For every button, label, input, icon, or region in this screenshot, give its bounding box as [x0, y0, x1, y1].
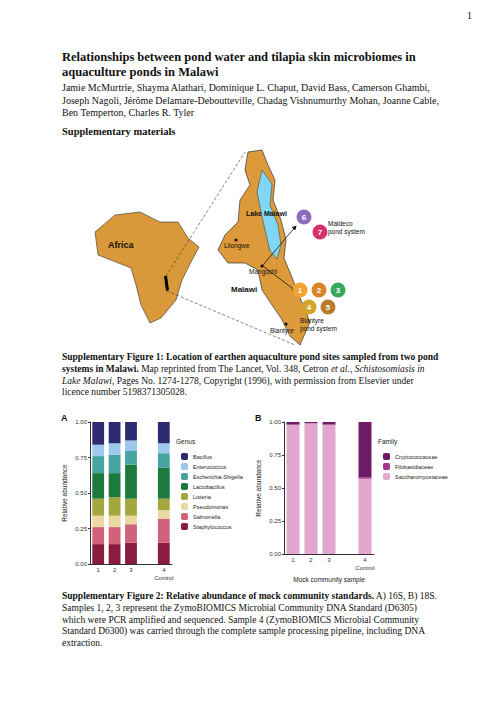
svg-text:Bacillus: Bacillus: [193, 454, 212, 460]
svg-text:0.75: 0.75: [75, 455, 87, 461]
svg-text:Genus: Genus: [176, 438, 196, 445]
svg-text:Family: Family: [378, 438, 398, 446]
svg-text:3: 3: [336, 286, 341, 295]
svg-text:0.50: 0.50: [75, 490, 87, 496]
svg-text:4: 4: [307, 303, 312, 312]
svg-text:Lake Malawi: Lake Malawi: [246, 210, 287, 217]
svg-text:3: 3: [327, 557, 331, 563]
svg-text:Lilongwe: Lilongwe: [224, 242, 250, 250]
svg-text:0.25: 0.25: [75, 526, 87, 532]
html-text:Supplementary Figure 2: Relati: Supplementary Figure 2: Relative abundan…: [62, 591, 437, 649]
svg-text:Africa: Africa: [108, 240, 135, 250]
svg-text:Relative abundance: Relative abundance: [61, 464, 68, 522]
svg-text:Maldecopond system: Maldecopond system: [328, 220, 365, 236]
svg-text:6: 6: [302, 213, 307, 222]
svg-text:0.00: 0.00: [75, 561, 87, 567]
html-text:Supplementary materials: Supplementary materials: [62, 126, 176, 137]
svg-text:Malawi: Malawi: [231, 285, 257, 294]
svg-text:4: 4: [162, 567, 166, 573]
svg-text:A: A: [61, 413, 68, 423]
svg-text:Pseudomonas: Pseudomonas: [193, 504, 228, 510]
html-text:Jamie McMurtrie, Shayma Alatha: Jamie McMurtrie, Shayma Alathari, Domini…: [62, 82, 439, 118]
svg-text:4: 4: [363, 557, 367, 563]
svg-text:5: 5: [326, 303, 331, 312]
svg-text:1.00: 1.00: [75, 419, 87, 425]
svg-text:Mangochi: Mangochi: [249, 268, 277, 276]
svg-text:Enterococcus: Enterococcus: [193, 464, 227, 470]
html-text:Relationships between pond wat: Relationships between pond water and til…: [62, 50, 416, 79]
svg-text:Salmonella: Salmonella: [193, 514, 221, 520]
svg-text:B: B: [255, 413, 262, 423]
svg-text:Cryptococcaceae: Cryptococcaceae: [395, 454, 438, 460]
svg-text:1: 1: [97, 567, 101, 573]
svg-text:1.00: 1.00: [269, 419, 281, 425]
svg-text:2: 2: [113, 567, 117, 573]
svg-text:Relative abundance: Relative abundance: [255, 459, 262, 517]
svg-text:Lactobacillus: Lactobacillus: [193, 484, 225, 490]
svg-text:Blantyrepond system: Blantyrepond system: [300, 317, 337, 333]
svg-text:2: 2: [317, 286, 322, 295]
svg-text:0.75: 0.75: [269, 452, 281, 458]
svg-text:Control: Control: [154, 575, 173, 581]
html-text:1: 1: [467, 10, 472, 21]
svg-text:3: 3: [129, 567, 133, 573]
svg-text:Listeria: Listeria: [193, 494, 212, 500]
svg-text:2: 2: [309, 557, 313, 563]
svg-text:Control: Control: [355, 565, 374, 571]
svg-text:0.00: 0.00: [269, 551, 281, 557]
svg-text:Mock community sample: Mock community sample: [293, 576, 365, 584]
svg-text:Escherichia-Shigella: Escherichia-Shigella: [193, 474, 244, 480]
svg-text:Filobasidiaceae: Filobasidiaceae: [395, 464, 433, 470]
svg-text:Staphylococcus: Staphylococcus: [193, 524, 232, 530]
svg-text:Saccharomycetaceae: Saccharomycetaceae: [395, 474, 448, 480]
svg-text:0.25: 0.25: [269, 518, 281, 524]
svg-text:Blantyre: Blantyre: [270, 327, 294, 335]
svg-text:0.50: 0.50: [269, 485, 281, 491]
svg-text:7: 7: [318, 228, 323, 237]
svg-text:1: 1: [291, 557, 295, 563]
html-text:Supplementary Figure 1: Locati: Supplementary Figure 1: Location of eart…: [62, 352, 439, 398]
svg-text:1: 1: [298, 286, 303, 295]
